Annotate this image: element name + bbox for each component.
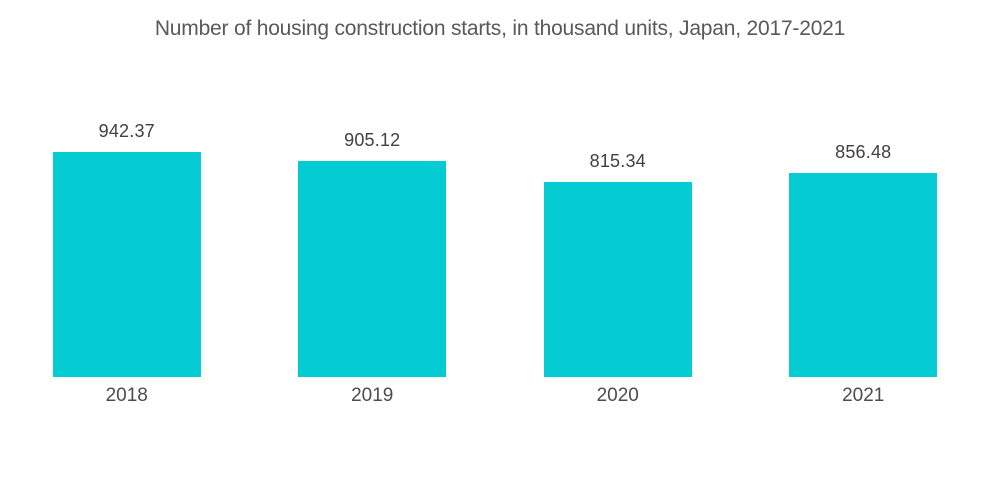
x-axis-labels: 2018 2019 2020 2021 bbox=[4, 385, 986, 407]
value-label: 905.12 bbox=[344, 130, 401, 150]
value-label: 815.34 bbox=[589, 151, 646, 171]
bar bbox=[789, 173, 938, 377]
category-label: 2019 bbox=[351, 385, 394, 406]
bar-group-2019: 905.12 bbox=[250, 80, 496, 377]
bar bbox=[298, 161, 447, 377]
plot-area: 942.37 905.12 815.34 856.48 bbox=[4, 80, 986, 377]
value-label: 856.48 bbox=[835, 142, 892, 162]
chart-title: Number of housing construction starts, i… bbox=[154, 17, 846, 40]
category-label: 2018 bbox=[105, 385, 148, 406]
bar-group-2018: 942.37 bbox=[4, 80, 250, 377]
bar-group-2021: 856.48 bbox=[741, 80, 987, 377]
value-label: 942.37 bbox=[98, 121, 155, 141]
category-label: 2021 bbox=[842, 385, 885, 406]
bar bbox=[52, 152, 201, 377]
bar bbox=[543, 182, 692, 377]
category-label: 2020 bbox=[596, 385, 639, 406]
bar-group-2020: 815.34 bbox=[495, 80, 741, 377]
